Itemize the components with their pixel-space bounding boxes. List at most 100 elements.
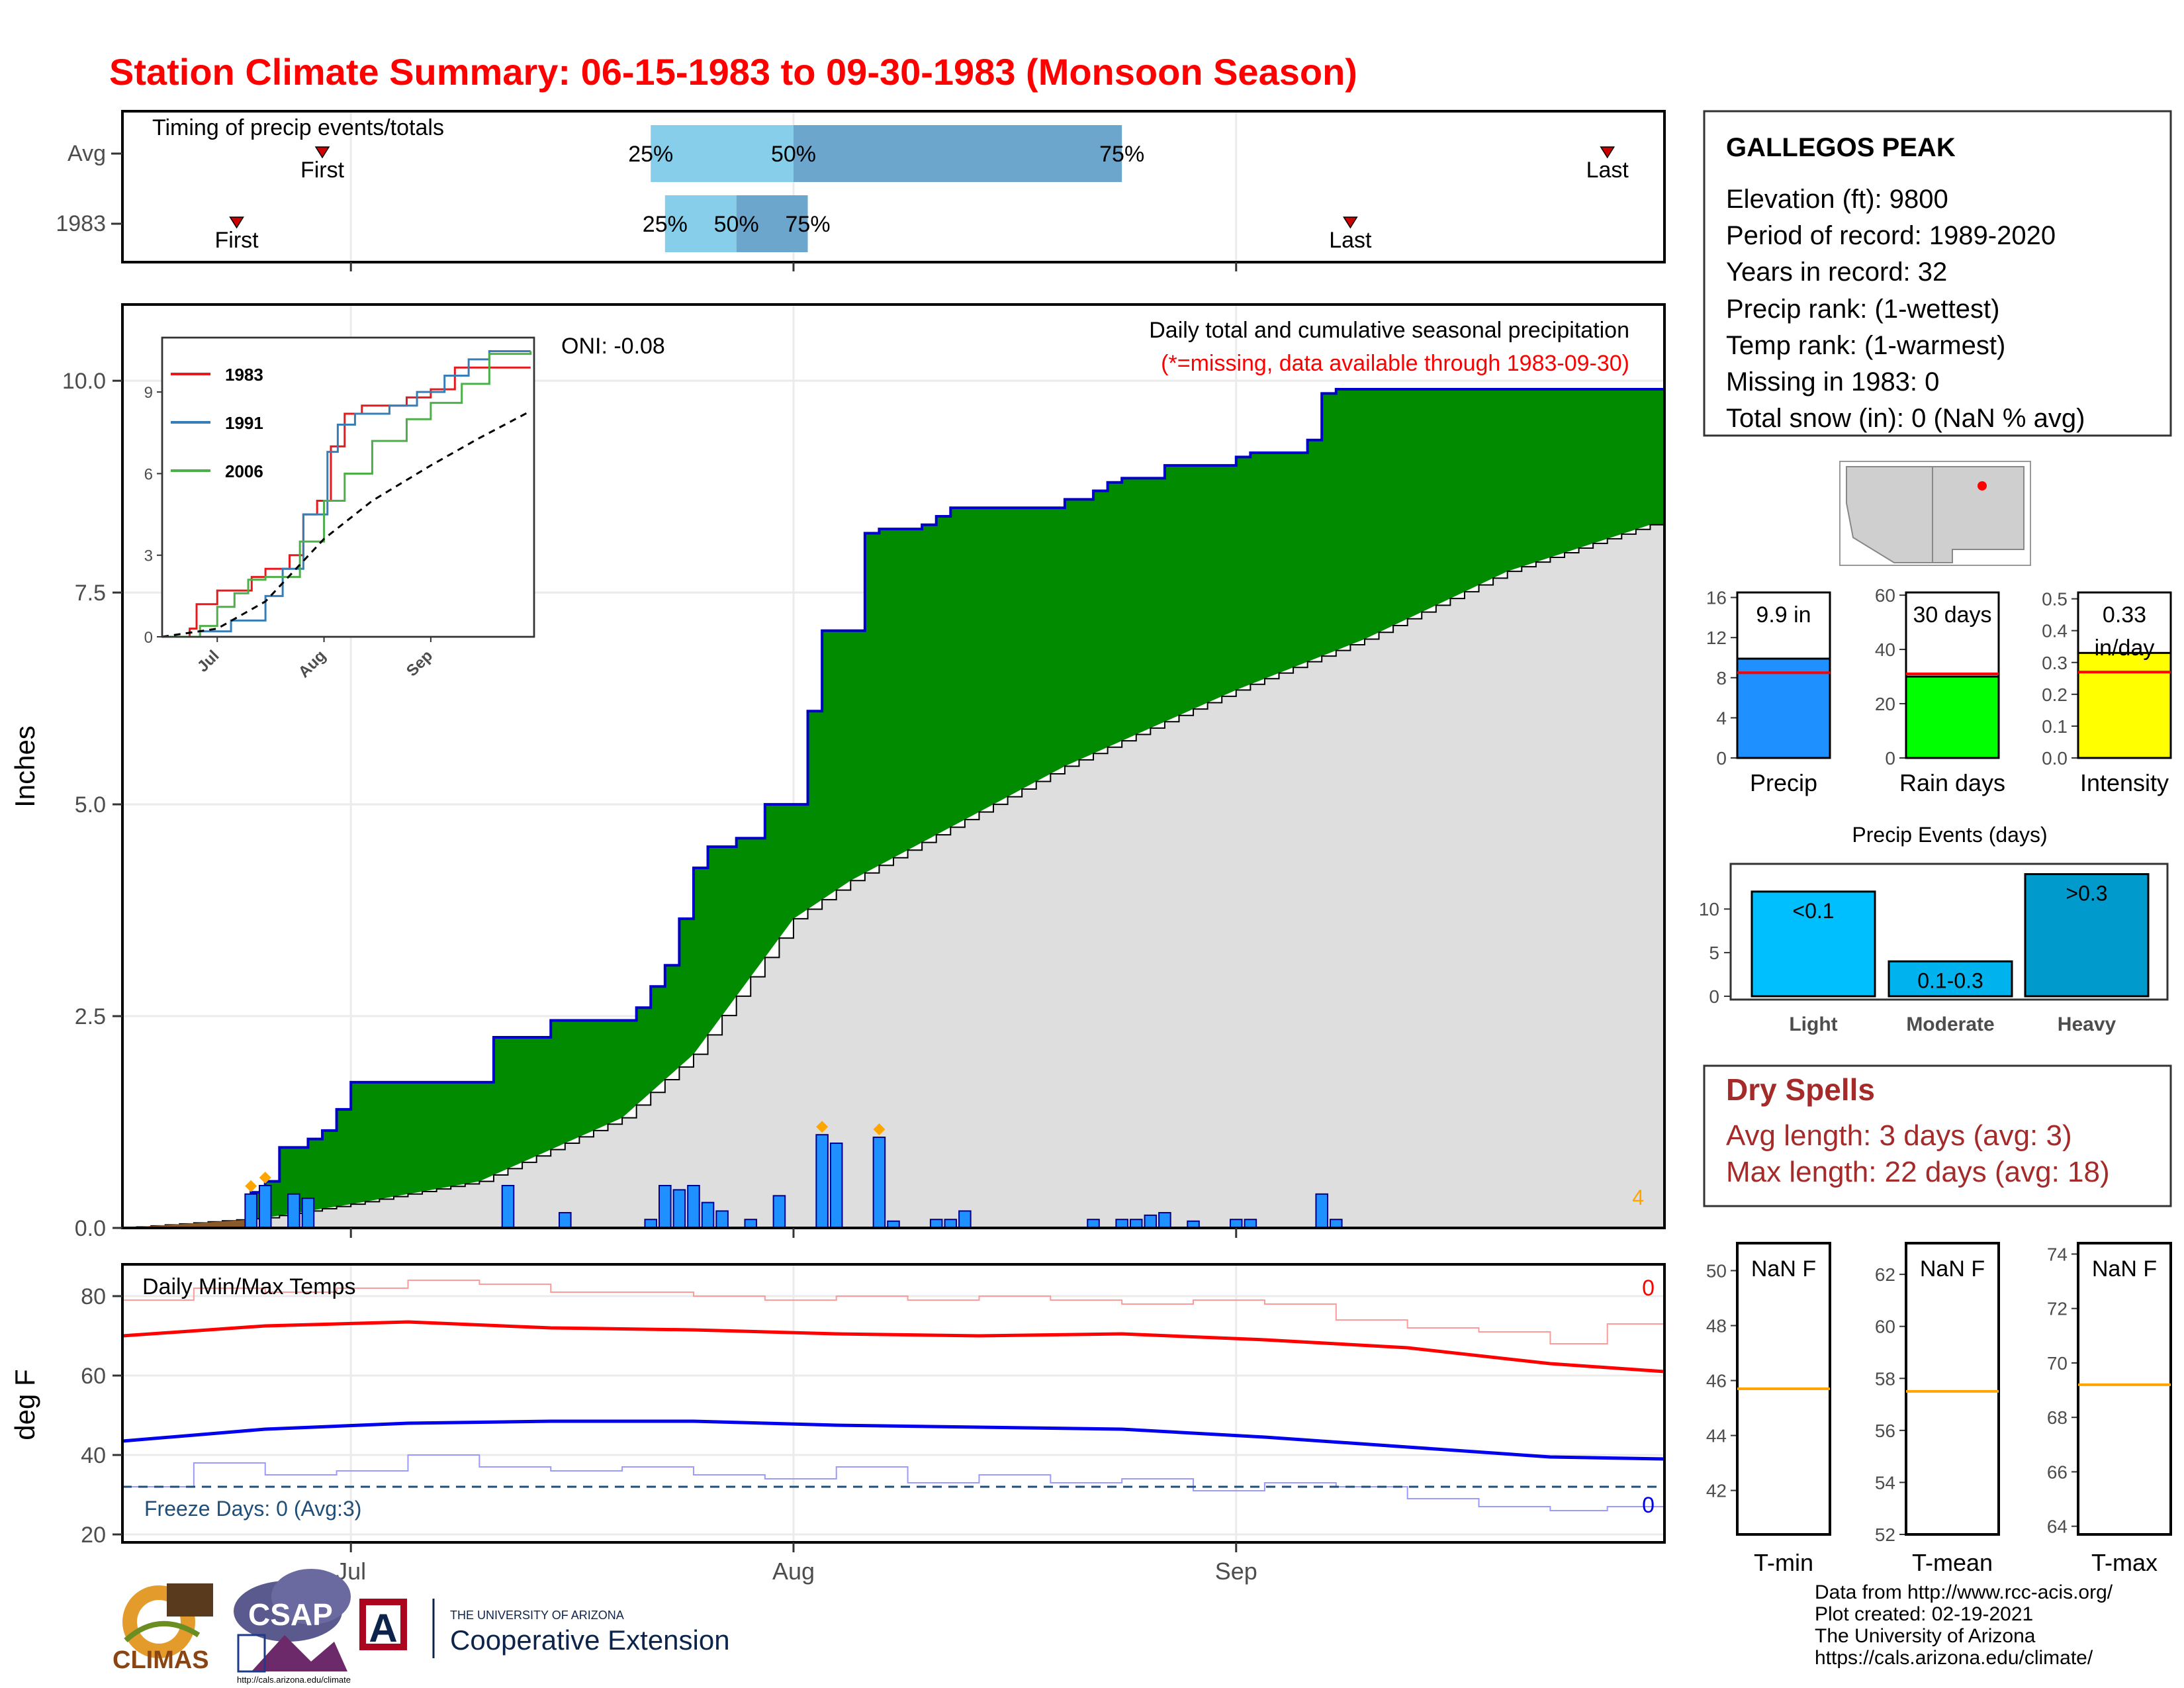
tsum-category-label: T-mean bbox=[1912, 1549, 1993, 1576]
temps-xtick-label: Aug bbox=[772, 1558, 815, 1585]
temps-y-axis-label: deg F bbox=[9, 1369, 40, 1440]
tsum-category-label: T-max bbox=[2091, 1549, 2158, 1576]
tsum-category-label: T-min bbox=[1754, 1549, 1813, 1576]
precip-daily-bar bbox=[701, 1201, 715, 1229]
ua-logo-line1: THE UNIVERSITY OF ARIZONA bbox=[450, 1609, 624, 1622]
tsum-value-label: NaN F bbox=[2092, 1256, 2157, 1282]
summary-category-label: Rain days bbox=[1899, 769, 2005, 796]
precip-panel: 0.0 2.5 5.0 7.5 10.0 Inches Daily total and … bbox=[9, 303, 1666, 1241]
dry-spells-avg: Avg length: 3 days (avg: 3) bbox=[1726, 1119, 2072, 1152]
summary-ytick-label: 0.2 bbox=[2042, 684, 2068, 705]
precip-daily-bar bbox=[258, 1185, 272, 1229]
precip-ytick-label: 0.0 bbox=[75, 1216, 106, 1241]
climas-logo: CLIMAS bbox=[113, 1583, 213, 1674]
ua-logo-line2: Cooperative Extension bbox=[450, 1624, 730, 1656]
station-line-missing: Missing in 1983: 0 bbox=[1726, 367, 1939, 397]
timing-first-marker-label: First bbox=[300, 158, 345, 183]
footer-line-2: The University of Arizona bbox=[1815, 1625, 2036, 1647]
locator-map bbox=[1839, 461, 2031, 566]
summary-ytick-label: 0.1 bbox=[2042, 716, 2068, 737]
dry-spells-box: Dry Spells Avg length: 3 days (avg: 3) M… bbox=[1703, 1064, 2172, 1207]
summary-ytick-label: 12 bbox=[1706, 628, 1727, 648]
precip-daily-bar bbox=[772, 1195, 786, 1229]
timing-pct-label: 50% bbox=[771, 142, 816, 167]
station-line-precip-rank: Precip rank: (1-wettest) bbox=[1726, 295, 1999, 324]
events-category-label: Heavy bbox=[2058, 1013, 2116, 1035]
min-count-label: 0 bbox=[1642, 1493, 1655, 1518]
tsum-ytick-label: 52 bbox=[1875, 1524, 1895, 1545]
precip-ytick-label: 5.0 bbox=[75, 792, 106, 818]
events-bar-Heavy bbox=[2024, 873, 2150, 998]
tsum-ytick-label: 42 bbox=[1706, 1481, 1727, 1501]
tsum-ytick-label: 60 bbox=[1875, 1317, 1895, 1337]
precip-avg-area bbox=[122, 524, 1665, 1229]
tsum-ytick-label: 72 bbox=[2047, 1299, 2068, 1319]
tsum-value-label: NaN F bbox=[1751, 1256, 1816, 1282]
footer-line-0: Data from http://www.rcc-acis.org/ bbox=[1815, 1581, 2113, 1603]
temps-title: Daily Min/Max Temps bbox=[142, 1274, 355, 1299]
timing-last-marker-label: Last bbox=[1586, 158, 1629, 183]
summary-category-label: Precip bbox=[1750, 769, 1817, 796]
tsum-ytick-label: 44 bbox=[1706, 1426, 1727, 1446]
precip-heavy-marker bbox=[873, 1123, 886, 1136]
precip-corner-label: 4 bbox=[1632, 1186, 1644, 1209]
events-bar-label: >0.3 bbox=[2066, 882, 2107, 906]
timing-pct-label: 75% bbox=[786, 212, 831, 237]
events-title: Precip Events (days) bbox=[1852, 823, 2047, 847]
summary-ytick-label: 0 bbox=[1716, 748, 1727, 769]
timing-first-marker bbox=[314, 146, 330, 159]
summary-value-label: 0.33 bbox=[2103, 602, 2146, 628]
tsum-ytick-label: 58 bbox=[1875, 1368, 1895, 1389]
freeze-days-label: Freeze Days: 0 (Avg:3) bbox=[144, 1497, 361, 1521]
precip-ytick-label: 7.5 bbox=[75, 581, 106, 606]
events-category-label: Light bbox=[1789, 1013, 1837, 1035]
temps-ytick-label: 60 bbox=[81, 1364, 106, 1389]
precip-heavy-marker bbox=[816, 1121, 829, 1133]
timing-pct-label: 75% bbox=[1099, 142, 1144, 167]
precip-daily-bar bbox=[715, 1210, 729, 1229]
events-bar-Light bbox=[1751, 890, 1876, 998]
temp-summary-bars: 42 44 46 48 50 NaN F T-min 52 54 56 58 60 62 NaN F T-m… bbox=[1706, 1242, 2172, 1576]
events-ytick-label: 5 bbox=[1709, 943, 1719, 963]
tsum-frame bbox=[2077, 1242, 2172, 1536]
dry-spells-max: Max length: 22 days (avg: 18) bbox=[1726, 1156, 2110, 1188]
station-line-temp-rank: Temp rank: (1-warmest) bbox=[1726, 331, 2005, 360]
summary-bar-Precip bbox=[1736, 657, 1831, 759]
summary-value-label: in/day bbox=[2095, 635, 2155, 661]
ua-cooperative-extension-logo: A THE UNIVERSITY OF ARIZONA Cooperative … bbox=[359, 1599, 730, 1658]
tsum-ytick-label: 46 bbox=[1706, 1371, 1727, 1391]
precip-chart-subtitle: (*=missing, data available through 1983-… bbox=[1161, 351, 1629, 376]
events-category-label: Moderate bbox=[1906, 1013, 1994, 1035]
temps-avg-max-line bbox=[122, 1320, 1665, 1374]
summary-bars: 0 4 8 12 16 9.9 in Precip 0 20 40 60 30 days Rain da… bbox=[1706, 585, 2172, 796]
precip-1983-cumulative-line bbox=[250, 387, 1664, 1219]
tsum-ytick-label: 62 bbox=[1875, 1264, 1895, 1285]
timing-bar-q1 bbox=[664, 195, 737, 252]
station-line-elevation: Elevation (ft): 9800 bbox=[1726, 185, 1948, 214]
precip-daily-bar bbox=[659, 1185, 672, 1229]
precip-heavy-marker bbox=[259, 1172, 271, 1184]
precip-daily-bar bbox=[958, 1210, 972, 1229]
summary-ytick-label: 16 bbox=[1706, 588, 1727, 608]
precip-y-axis-label: Inches bbox=[9, 726, 40, 808]
summary-ytick-label: 0.3 bbox=[2042, 653, 2068, 673]
inset-series-avg bbox=[161, 410, 531, 638]
timing-bar-q2 bbox=[793, 125, 1122, 182]
summary-bar-Rain days bbox=[1905, 675, 2000, 759]
events-bar-label: <0.1 bbox=[1792, 899, 1834, 923]
tsum-ytick-label: 68 bbox=[2047, 1407, 2068, 1428]
timing-bar-q2 bbox=[736, 195, 808, 252]
station-info-box: GALLEGOS PEAK Elevation (ft): 9800 Perio… bbox=[1703, 110, 2172, 437]
tsum-ytick-label: 64 bbox=[2047, 1517, 2068, 1537]
tsum-value-label: NaN F bbox=[1920, 1256, 1985, 1282]
page-title: Station Climate Summary: 06-15-1983 to 0… bbox=[109, 51, 1357, 93]
tsum-ytick-label: 74 bbox=[2047, 1244, 2068, 1264]
temps-ytick-label: 80 bbox=[81, 1284, 106, 1309]
timing-panel: Timing of precip events/totals Avg 1983 … bbox=[56, 110, 1666, 271]
summary-bar-Intensity bbox=[2077, 651, 2172, 759]
precip-daily-bar bbox=[1315, 1193, 1329, 1229]
timing-last-marker bbox=[1343, 216, 1358, 229]
summary-ytick-label: 4 bbox=[1716, 708, 1727, 728]
